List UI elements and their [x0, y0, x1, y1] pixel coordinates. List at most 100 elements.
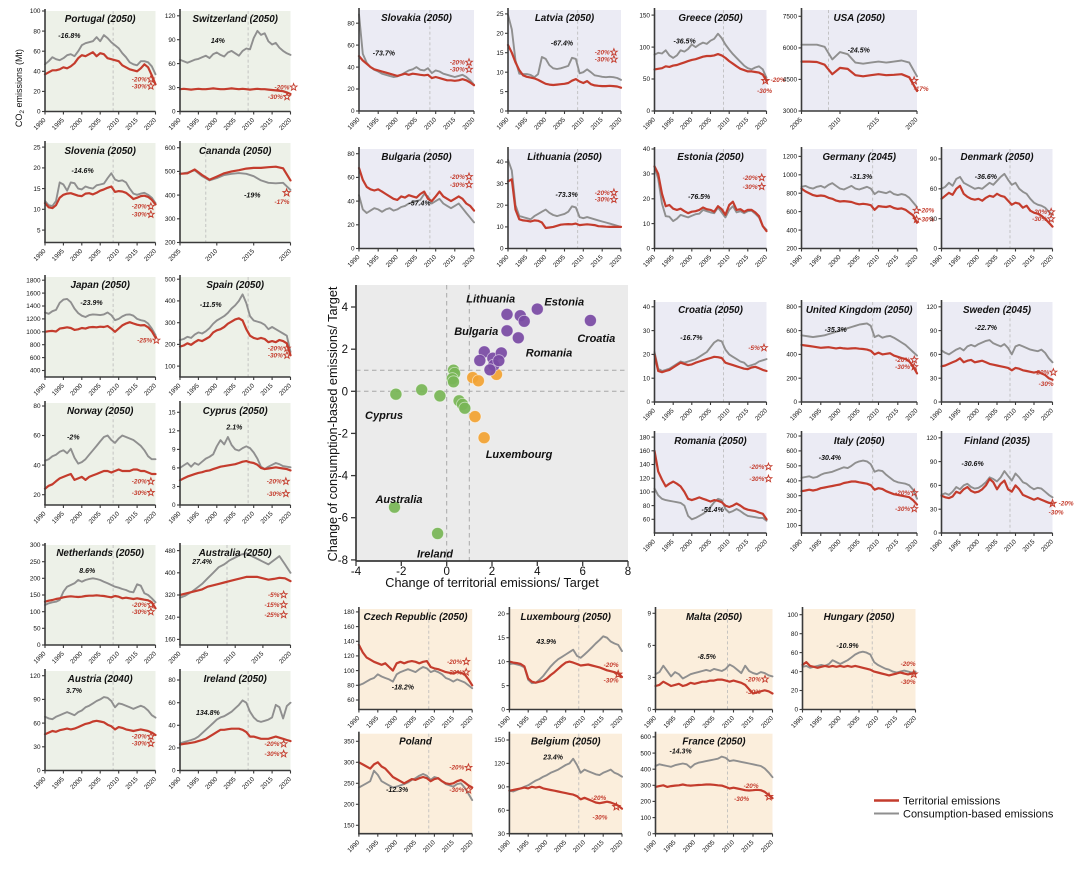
svg-text:80: 80	[33, 28, 41, 35]
svg-text:-20%: -20%	[771, 77, 786, 84]
svg-text:Ireland: Ireland	[417, 549, 453, 561]
svg-text:800: 800	[786, 304, 797, 311]
svg-text:40: 40	[347, 198, 355, 205]
svg-text:200: 200	[165, 342, 176, 349]
svg-text:-20%: -20%	[895, 490, 910, 497]
svg-text:600: 600	[30, 355, 41, 362]
svg-text:Portugal (2050): Portugal (2050)	[65, 14, 136, 25]
svg-text:-20%: -20%	[1059, 501, 1074, 508]
svg-text:20: 20	[643, 196, 651, 203]
svg-text:CO2 emissions (Mt): CO2 emissions (Mt)	[14, 49, 26, 127]
svg-text:240: 240	[165, 614, 176, 621]
svg-text:90: 90	[498, 784, 506, 791]
svg-text:-20%: -20%	[132, 204, 147, 211]
svg-text:600: 600	[640, 734, 651, 741]
svg-text:-14.3%: -14.3%	[670, 749, 693, 756]
svg-text:Bulgaria (2050): Bulgaria (2050)	[381, 152, 451, 163]
svg-text:8.6%: 8.6%	[79, 568, 96, 575]
svg-text:60: 60	[33, 433, 41, 440]
svg-text:Croatia: Croatia	[577, 333, 615, 345]
svg-text:Latvia (2050): Latvia (2050)	[535, 13, 594, 24]
svg-text:5: 5	[500, 89, 504, 96]
svg-text:Change of consumption-based em: Change of consumption-based emissions/ T…	[326, 286, 340, 561]
svg-text:7500: 7500	[783, 14, 798, 21]
svg-text:-20%: -20%	[450, 60, 465, 67]
svg-text:350: 350	[344, 739, 355, 746]
svg-text:60: 60	[168, 61, 176, 68]
svg-text:10: 10	[496, 224, 504, 231]
svg-text:10: 10	[498, 659, 506, 666]
svg-text:400: 400	[30, 368, 41, 375]
svg-text:0: 0	[37, 768, 41, 775]
svg-text:Denmark (2050): Denmark (2050)	[961, 152, 1034, 163]
svg-text:80: 80	[347, 683, 355, 690]
svg-text:200: 200	[30, 576, 41, 583]
svg-text:1400: 1400	[26, 303, 41, 310]
svg-text:-19%: -19%	[244, 193, 261, 200]
svg-text:120: 120	[926, 304, 937, 311]
svg-text:800: 800	[786, 190, 797, 197]
svg-text:120: 120	[30, 673, 41, 680]
svg-text:100: 100	[30, 8, 41, 15]
svg-text:60: 60	[33, 48, 41, 55]
svg-text:60: 60	[930, 186, 938, 193]
svg-text:-12.3%: -12.3%	[386, 787, 409, 794]
svg-text:6: 6	[172, 465, 176, 472]
svg-text:480: 480	[165, 548, 176, 555]
svg-text:80: 80	[643, 503, 651, 510]
svg-text:400: 400	[165, 192, 176, 199]
svg-text:-30%: -30%	[592, 815, 607, 822]
svg-text:0: 0	[501, 707, 505, 714]
svg-text:600: 600	[786, 448, 797, 455]
svg-text:20: 20	[33, 165, 41, 172]
svg-text:80: 80	[347, 151, 355, 158]
svg-text:60: 60	[347, 175, 355, 182]
svg-text:300: 300	[165, 216, 176, 223]
svg-text:0: 0	[172, 768, 176, 775]
svg-text:-30%: -30%	[743, 184, 758, 191]
svg-text:-30%: -30%	[450, 182, 465, 189]
svg-text:30: 30	[930, 506, 938, 513]
svg-text:-30%: -30%	[749, 476, 764, 483]
svg-text:0: 0	[351, 246, 355, 253]
svg-text:43.9%: 43.9%	[535, 639, 557, 646]
svg-text:20: 20	[347, 86, 355, 93]
svg-text:15: 15	[496, 50, 504, 57]
svg-text:-4: -4	[351, 566, 362, 578]
svg-text:30: 30	[930, 216, 938, 223]
svg-text:-25%: -25%	[137, 338, 152, 345]
svg-text:Australia (2050): Australia (2050)	[198, 548, 272, 559]
svg-text:-30%: -30%	[1032, 216, 1047, 223]
svg-text:0: 0	[351, 108, 355, 115]
svg-text:300: 300	[30, 542, 41, 549]
svg-text:Austria (2040): Austria (2040)	[67, 674, 133, 685]
svg-text:80: 80	[168, 677, 176, 684]
svg-text:2: 2	[489, 566, 495, 578]
svg-text:120: 120	[639, 475, 650, 482]
svg-text:15: 15	[498, 635, 506, 642]
svg-text:Romania: Romania	[526, 347, 572, 359]
svg-text:200: 200	[640, 799, 651, 806]
svg-text:80: 80	[347, 20, 355, 27]
svg-text:-30%: -30%	[132, 212, 147, 219]
svg-text:9: 9	[647, 611, 651, 618]
svg-text:80: 80	[33, 403, 41, 410]
svg-text:40: 40	[643, 146, 651, 153]
svg-text:-6: -6	[338, 513, 348, 525]
svg-text:120: 120	[494, 761, 505, 768]
svg-text:4: 4	[534, 566, 541, 578]
svg-text:-31.3%: -31.3%	[850, 174, 873, 181]
svg-text:180: 180	[344, 609, 355, 616]
svg-text:-30%: -30%	[132, 490, 147, 497]
svg-text:-20%: -20%	[604, 662, 619, 669]
svg-text:-30%: -30%	[604, 677, 619, 684]
svg-text:Bulgaria: Bulgaria	[454, 326, 498, 338]
svg-text:-30%: -30%	[919, 217, 934, 224]
svg-text:-30%: -30%	[132, 83, 147, 90]
svg-text:-20%: -20%	[132, 602, 147, 609]
svg-text:20: 20	[33, 492, 41, 499]
svg-text:-20%: -20%	[749, 464, 764, 471]
svg-text:40: 40	[643, 304, 651, 311]
svg-text:3000: 3000	[783, 108, 798, 115]
svg-text:-20%: -20%	[595, 190, 610, 197]
